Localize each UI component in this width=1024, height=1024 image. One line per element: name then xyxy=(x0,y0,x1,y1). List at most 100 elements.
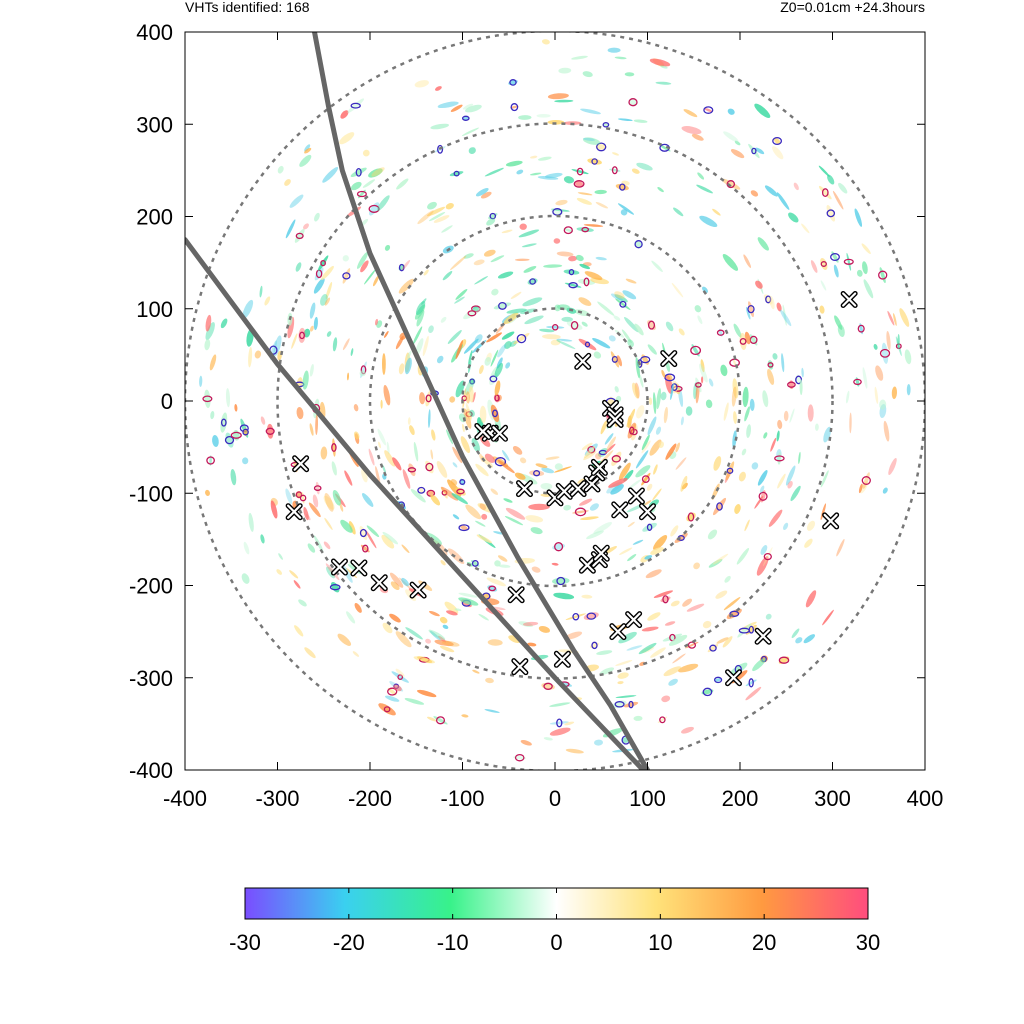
field-speck xyxy=(497,344,507,358)
field-speck xyxy=(321,265,334,281)
field-speck xyxy=(484,167,504,177)
field-speck xyxy=(699,363,708,383)
field-speck xyxy=(645,569,662,579)
range-ring xyxy=(461,307,649,495)
field-speck xyxy=(536,113,551,118)
updraft-contour xyxy=(738,627,750,634)
storm-track-line xyxy=(185,237,647,770)
field-speck xyxy=(778,656,790,664)
updraft-contour xyxy=(469,378,475,385)
updraft-contour xyxy=(739,337,747,345)
field-speck xyxy=(675,457,687,470)
updraft-contour xyxy=(543,682,553,690)
field-speck xyxy=(390,581,400,591)
field-speck xyxy=(558,67,572,74)
field-speck xyxy=(861,243,871,254)
field-speck xyxy=(608,477,628,488)
field-speck xyxy=(639,374,644,388)
field-speck xyxy=(576,197,592,205)
field-speck xyxy=(450,104,463,112)
vht-marker xyxy=(474,422,492,440)
field-speck xyxy=(339,502,344,512)
field-speck xyxy=(801,367,804,378)
field-speck xyxy=(608,335,616,342)
field-speck xyxy=(371,167,385,177)
updraft-contour xyxy=(702,687,713,697)
field-speck xyxy=(596,650,613,655)
field-speck xyxy=(764,185,778,197)
y-tick-label: -300 xyxy=(129,666,173,691)
field-speck xyxy=(404,698,425,705)
updraft-contour xyxy=(747,304,755,314)
field-speck xyxy=(722,636,733,648)
field-speck xyxy=(493,531,504,535)
field-speck xyxy=(574,181,584,187)
field-speck xyxy=(522,297,543,307)
field-speck xyxy=(439,645,455,653)
field-speck xyxy=(501,229,513,234)
field-speck xyxy=(308,502,321,518)
field-speck xyxy=(342,338,350,351)
field-speck xyxy=(634,241,643,247)
updraft-contour xyxy=(551,324,559,331)
field-speck xyxy=(587,158,602,165)
field-speck xyxy=(417,210,434,225)
field-speck xyxy=(452,462,458,468)
updraft-contour xyxy=(295,491,303,499)
field-speck xyxy=(593,521,613,534)
field-speck xyxy=(714,678,722,682)
field-speck xyxy=(294,228,305,243)
field-speck xyxy=(780,309,792,327)
field-speck xyxy=(595,256,607,261)
field-speck xyxy=(452,446,463,464)
field-speck xyxy=(366,525,380,537)
field-speck xyxy=(678,663,699,673)
field-speck xyxy=(832,190,844,210)
updraft-contour xyxy=(467,310,477,317)
field-speck xyxy=(763,547,773,567)
field-speck xyxy=(882,487,888,494)
field-speck xyxy=(303,223,309,230)
field-speck xyxy=(635,450,649,469)
field-speck xyxy=(527,642,537,647)
field-speck xyxy=(259,285,263,298)
field-speck xyxy=(791,628,800,639)
field-speck xyxy=(626,645,643,651)
field-speck xyxy=(614,294,628,303)
field-speck xyxy=(818,165,830,177)
vht-marker xyxy=(507,586,525,604)
field-speck xyxy=(408,463,416,477)
run-info-label: Z0=0.01cm +24.3hours xyxy=(780,0,925,15)
field-speck xyxy=(413,442,419,462)
field-speck xyxy=(849,412,852,434)
y-tick-label: 400 xyxy=(136,20,173,45)
field-speck xyxy=(543,264,563,268)
field-speck xyxy=(855,377,860,387)
field-speck xyxy=(368,168,383,178)
field-speck xyxy=(772,146,784,160)
updraft-contour xyxy=(554,542,564,552)
field-speck xyxy=(751,462,759,470)
vht-marker xyxy=(840,291,858,309)
field-speck xyxy=(368,448,375,466)
vht-marker xyxy=(590,458,608,476)
field-speck xyxy=(551,208,564,216)
updraft-contour xyxy=(853,378,862,386)
field-speck xyxy=(777,473,786,489)
field-speck xyxy=(313,535,324,553)
field-speck xyxy=(795,637,803,644)
field-speck xyxy=(727,108,735,115)
field-speck xyxy=(402,469,411,489)
field-speck xyxy=(382,622,393,634)
field-speck xyxy=(445,203,454,210)
field-speck xyxy=(785,465,796,486)
field-speck xyxy=(647,416,657,436)
updraft-contour xyxy=(614,701,625,708)
field-speck xyxy=(862,367,868,389)
field-speck xyxy=(617,681,624,685)
field-speck xyxy=(484,357,492,366)
field-speck xyxy=(360,260,369,273)
updraft-contour xyxy=(628,700,634,709)
field-speck xyxy=(700,376,704,384)
updraft-contour xyxy=(611,455,621,463)
